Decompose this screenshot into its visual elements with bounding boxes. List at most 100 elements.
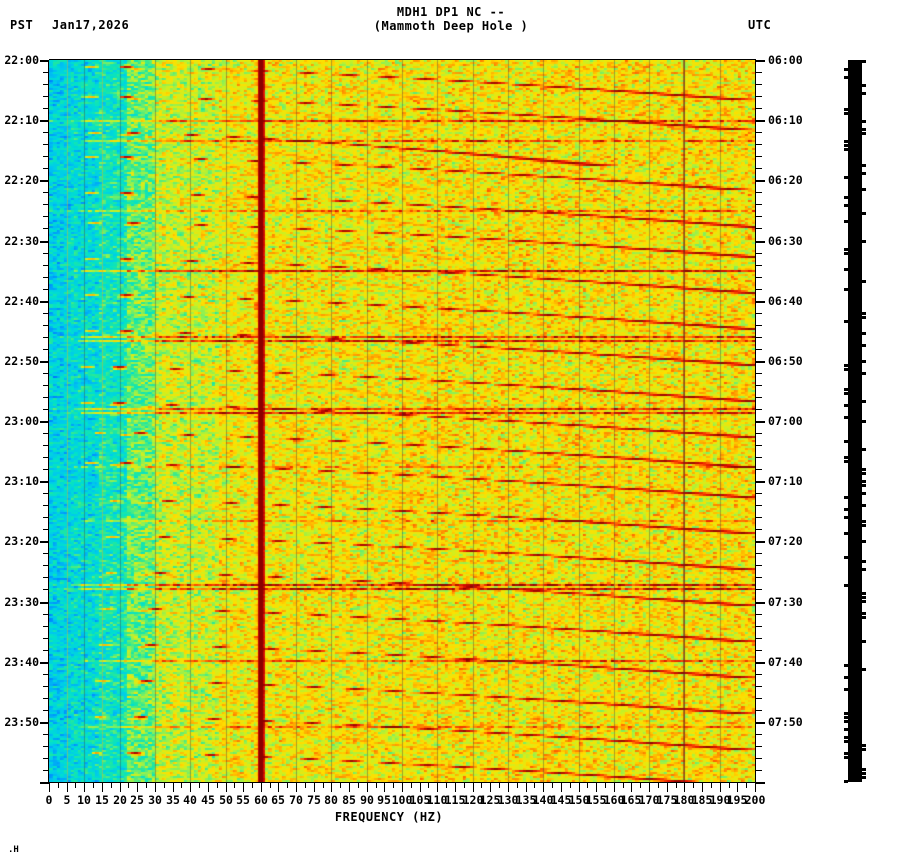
frequency-label: 50: [219, 793, 233, 807]
data-bar-nub: [844, 508, 848, 511]
time-label-utc: 06:10: [768, 113, 803, 127]
freq-tick-minor: [234, 783, 235, 788]
data-bar-nub: [862, 400, 866, 403]
frequency-label: 155: [585, 793, 607, 807]
data-bar-nub: [844, 716, 848, 719]
frequency-label: 165: [620, 793, 642, 807]
frequency-label: 5: [63, 793, 71, 807]
time-tick-minor-left: [43, 313, 49, 314]
freq-tick-major: [596, 783, 597, 792]
data-bar-nub: [862, 172, 866, 175]
time-label-utc: 07:20: [768, 534, 803, 548]
data-bar-nub: [862, 612, 866, 615]
data-bar-nub: [844, 392, 848, 395]
time-tick-minor-right: [756, 84, 762, 85]
data-bar-nub: [862, 492, 866, 495]
data-bar-nub: [862, 776, 866, 779]
freq-tick-major: [561, 783, 562, 792]
freq-tick-major: [667, 783, 668, 792]
time-tick-minor-right: [756, 132, 762, 133]
time-tick-major-right: [756, 120, 765, 122]
time-tick-major-left: [40, 361, 49, 363]
freq-tick-major: [631, 783, 632, 792]
data-bar-nub: [862, 60, 866, 63]
spectrogram-plot[interactable]: [49, 60, 755, 782]
freq-tick-minor: [605, 783, 606, 788]
time-tick-minor-left: [43, 626, 49, 627]
frequency-label: 60: [254, 793, 268, 807]
time-tick-minor-left: [43, 168, 49, 169]
freq-tick-major: [349, 783, 350, 792]
data-bar-nub: [844, 416, 848, 419]
data-bar-nub: [844, 532, 848, 535]
data-bar-nub: [862, 332, 866, 335]
time-tick-minor-left: [43, 144, 49, 145]
time-tick-minor-left: [43, 228, 49, 229]
freq-tick-major: [367, 783, 368, 792]
time-tick-minor-left: [43, 614, 49, 615]
time-label-utc: 07:40: [768, 655, 803, 669]
time-tick-minor-right: [756, 289, 762, 290]
freq-tick-major: [314, 783, 315, 792]
time-tick-minor-right: [756, 409, 762, 410]
data-bar-nub: [844, 456, 848, 459]
frequency-label: 120: [462, 793, 484, 807]
time-label-utc: 06:40: [768, 294, 803, 308]
frequency-label: 40: [183, 793, 197, 807]
frequency-label: 25: [130, 793, 144, 807]
time-tick-major-right: [756, 241, 765, 243]
freq-tick-major: [261, 783, 262, 792]
freq-tick-minor: [658, 783, 659, 788]
data-bar-nub: [844, 368, 848, 371]
time-tick-major-left: [40, 541, 49, 543]
time-tick-minor-right: [756, 253, 762, 254]
time-tick-minor-right: [756, 373, 762, 374]
time-tick-minor-left: [43, 216, 49, 217]
time-tick-minor-left: [43, 325, 49, 326]
frequency-label: 75: [307, 793, 321, 807]
freq-tick-minor: [428, 783, 429, 788]
data-bar-nub: [862, 344, 866, 347]
station-title: MDH1 DP1 NC --: [396, 5, 506, 19]
freq-tick-minor: [323, 783, 324, 788]
time-tick-major-right: [756, 481, 765, 483]
time-tick-minor-right: [756, 674, 762, 675]
freq-tick-major: [437, 783, 438, 792]
time-tick-minor-right: [756, 686, 762, 687]
station-subtitle: (Mammoth Deep Hole ): [373, 19, 529, 33]
data-bar-nub: [862, 504, 866, 507]
data-bar-nub: [862, 640, 866, 643]
time-tick-minor-right: [756, 698, 762, 699]
data-bar-nub: [862, 92, 866, 95]
frequency-label: 195: [726, 793, 748, 807]
time-tick-minor-right: [756, 517, 762, 518]
time-tick-minor-right: [756, 349, 762, 350]
freq-tick-major: [49, 783, 50, 792]
freq-tick-major: [67, 783, 68, 792]
data-bar-nub: [844, 440, 848, 443]
time-label-pst: 23:40: [4, 655, 39, 669]
freq-tick-major: [420, 783, 421, 792]
time-label-pst: 22:30: [4, 234, 39, 248]
frequency-label: 95: [377, 793, 391, 807]
data-bar-nub: [862, 132, 866, 135]
time-tick-minor-left: [43, 493, 49, 494]
time-tick-minor-right: [756, 192, 762, 193]
data-bar-nub: [844, 720, 848, 723]
time-tick-minor-right: [756, 204, 762, 205]
data-bar-nub: [844, 664, 848, 667]
data-bar-nub: [862, 560, 866, 563]
time-tick-minor-right: [756, 265, 762, 266]
freq-tick-minor: [128, 783, 129, 788]
time-tick-major-right: [756, 722, 765, 724]
timezone-label-left: PST: [10, 18, 34, 32]
frequency-axis-title-text: FREQUENCY (HZ): [334, 810, 444, 824]
freq-tick-major: [296, 783, 297, 792]
data-bar-nub: [844, 204, 848, 207]
data-bar-nub: [862, 600, 866, 603]
freq-tick-minor: [75, 783, 76, 788]
freq-tick-minor: [676, 783, 677, 788]
time-tick-minor-left: [43, 577, 49, 578]
freq-tick-minor: [446, 783, 447, 788]
time-label-pst: 23:00: [4, 414, 39, 428]
